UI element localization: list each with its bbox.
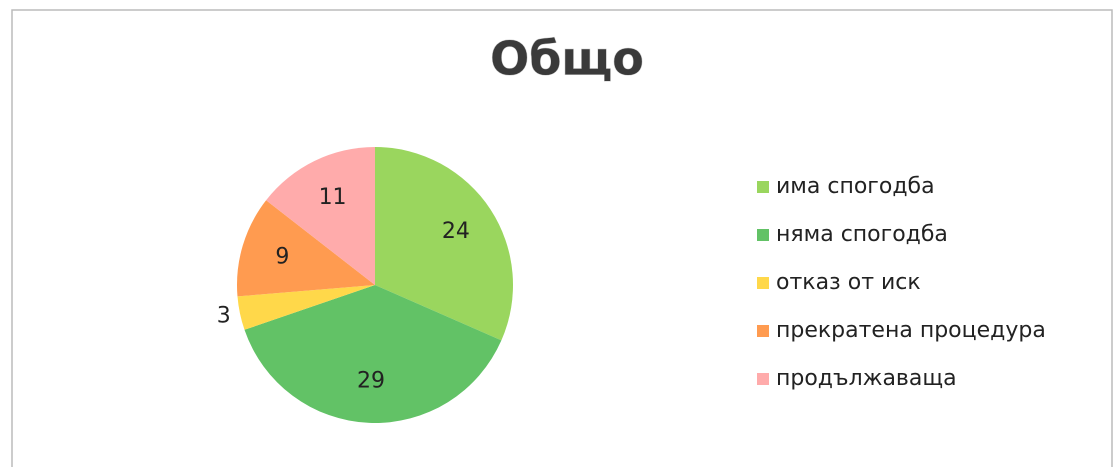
pie-slice: [237, 285, 375, 330]
legend-swatch: [757, 277, 769, 289]
pie-slice: [375, 147, 513, 341]
legend-label: няма спогодба: [776, 222, 948, 247]
pie-slice: [266, 147, 375, 285]
chart-title: Общо: [490, 32, 644, 86]
legend-swatch: [757, 229, 769, 241]
value-label: 3: [217, 304, 231, 329]
legend-swatch: [757, 373, 769, 385]
legend-swatch: [757, 181, 769, 193]
value-label: 9: [275, 244, 289, 269]
legend-label: продължаваща: [776, 366, 957, 391]
pie-slice: [244, 285, 502, 423]
value-label: 29: [357, 369, 385, 394]
legend-label: има спогодба: [776, 174, 935, 199]
pie-slice: [237, 200, 375, 297]
value-label: 11: [319, 185, 347, 210]
legend-label: прекратена процедура: [776, 318, 1046, 343]
value-label: 24: [442, 219, 470, 244]
legend-swatch: [757, 325, 769, 337]
frame: [11, 9, 1113, 467]
legend-label: отказ от иск: [776, 270, 921, 295]
